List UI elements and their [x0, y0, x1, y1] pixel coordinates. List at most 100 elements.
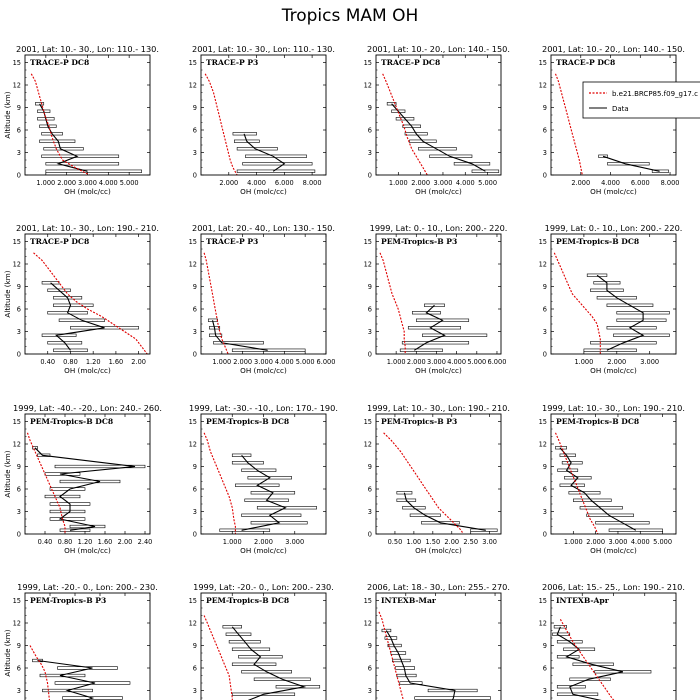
y-tick-label: 12: [539, 81, 547, 89]
x-tick-label: 3.00: [482, 538, 497, 546]
y-tick-label: 6: [193, 305, 197, 313]
panel-2: 2001, Lat: 10.- 30., Lon: 110.- 130. TRAC…: [189, 44, 335, 196]
x-tick-label: 6.000: [317, 358, 336, 366]
x-tick-label: 1.000: [223, 538, 242, 546]
data-series-line: [556, 626, 624, 700]
plot-area: [26, 432, 146, 534]
panel-title: 1999, Lat: 0.- 10., Lon: 200.- 220.: [370, 223, 508, 233]
y-tick-label: 3: [17, 328, 21, 336]
x-tick-label: 2.000: [571, 179, 590, 187]
y-tick-label: 3: [543, 687, 547, 695]
y-tick-label: 15: [364, 418, 372, 426]
data-series-line: [50, 282, 105, 351]
error-bar: [416, 318, 470, 322]
error-bar: [39, 673, 86, 678]
x-tick-label: 6.000: [631, 179, 650, 187]
y-tick-label: 15: [13, 418, 21, 426]
panel-title: 1999, Lat: -20.- 0., Lon: 200.- 230.: [193, 582, 334, 592]
x-tick-label: 0.40: [40, 358, 55, 366]
error-bar: [564, 476, 592, 480]
plot-area: [378, 611, 491, 700]
error-bar: [213, 341, 264, 345]
y-tick-label: 6: [193, 664, 197, 672]
error-bar: [399, 681, 423, 685]
panels: 2001, Lat: 10.- 30., Lon: 110.- 130. TRAC…: [3, 44, 685, 700]
main-title: Tropics MAM OH: [281, 6, 419, 26]
y-tick-label: 9: [193, 463, 197, 471]
y-tick-label: 3: [193, 687, 197, 695]
x-tick-label: 4.000: [631, 538, 650, 546]
x-axis-label: OH (molc/cc): [590, 366, 637, 375]
y-tick-label: 15: [539, 238, 547, 246]
x-tick-label: 3.000: [254, 358, 273, 366]
x-tick-label: 0.40: [38, 538, 53, 546]
error-bar: [54, 681, 131, 685]
x-axis-label: OH (molc/cc): [590, 187, 637, 196]
panel-title: 1999, Lat: 10.- 30., Lon: 190.- 210.: [367, 403, 510, 413]
error-bar: [222, 625, 242, 629]
x-tick-label: 3.000: [609, 538, 628, 546]
y-tick-label: 9: [17, 642, 21, 650]
error-bar: [418, 147, 457, 151]
plot-area: [203, 252, 306, 354]
y-tick-label: 0: [193, 350, 197, 358]
error-bar: [586, 273, 608, 277]
campaign-label: PEM-Tropics-B P3: [30, 596, 106, 605]
panel-frame: [375, 233, 502, 355]
error-bar: [421, 521, 460, 525]
x-tick-label: 8.000: [303, 179, 322, 187]
panel-frame: [200, 592, 327, 700]
panel-11: 1999, Lat: 10.- 30., Lon: 190.- 210. PEM-…: [364, 403, 510, 555]
panel-frame: [550, 413, 677, 535]
campaign-label: PEM-Tropics-B DC8: [206, 417, 289, 426]
error-bar: [41, 154, 120, 158]
y-tick-label: 15: [189, 597, 197, 605]
y-tick-label: 6: [193, 126, 197, 134]
x-tick-label: 0.50: [388, 538, 403, 546]
error-bar: [409, 513, 441, 517]
legend-model-label: b.e21.BRCP85.f09_g17.c: [612, 90, 698, 98]
x-tick-label: 0.80: [58, 538, 73, 546]
x-tick-label: 4.000: [447, 358, 466, 366]
x-tick-label: 1.50: [425, 538, 440, 546]
x-tick-label: 2.000: [233, 358, 252, 366]
panel-frame: [24, 54, 151, 176]
x-tick-label: 4.000: [99, 179, 118, 187]
x-axis-label: OH (molc/cc): [240, 187, 287, 196]
y-tick-label: 12: [189, 619, 197, 627]
error-bar: [235, 483, 280, 487]
campaign-label: INTEXB-Apr: [556, 596, 610, 605]
model-series-line: [379, 252, 406, 354]
panel-title: 1999, Lat: -20.- 0., Lon: 200.- 230.: [17, 582, 158, 592]
error-bar: [242, 162, 313, 166]
y-tick-label: 3: [368, 149, 372, 157]
panel-title: 1999, Lat: -30.- -10., Lon: 170.- 190.: [189, 403, 338, 413]
y-tick-label: 9: [543, 104, 547, 112]
y-tick-label: 9: [368, 104, 372, 112]
x-tick-label: 3.000: [434, 179, 453, 187]
x-tick-label: 3.000: [285, 538, 304, 546]
y-tick-label: 0: [368, 350, 372, 358]
error-bar: [32, 658, 43, 663]
error-bar: [45, 162, 120, 166]
plot-area: [203, 432, 317, 534]
y-tick-label: 0: [543, 530, 547, 538]
model-series-line: [382, 73, 428, 175]
data-series-line: [403, 492, 486, 531]
panel-frame: [200, 233, 327, 355]
error-bar: [596, 296, 637, 300]
panel-10: 1999, Lat: -30.- -10., Lon: 170.- 190. PE…: [189, 403, 338, 555]
error-bar: [231, 461, 264, 465]
panel-5: 2001, Lat: 10.- 30., Lon: 190.- 210. TRAC…: [3, 223, 159, 375]
error-bar: [401, 341, 470, 345]
y-tick-label: 6: [17, 305, 21, 313]
error-bar: [395, 117, 415, 121]
model-series-line: [553, 252, 601, 354]
plot-area: [33, 252, 148, 354]
model-series-line: [26, 432, 66, 534]
x-tick-label: 2.50: [463, 538, 478, 546]
plot-area: [552, 619, 652, 700]
y-tick-label: 0: [193, 530, 197, 538]
error-bar: [58, 318, 105, 322]
legend: b.e21.BRCP85.f09_g17.c Data: [582, 81, 700, 119]
